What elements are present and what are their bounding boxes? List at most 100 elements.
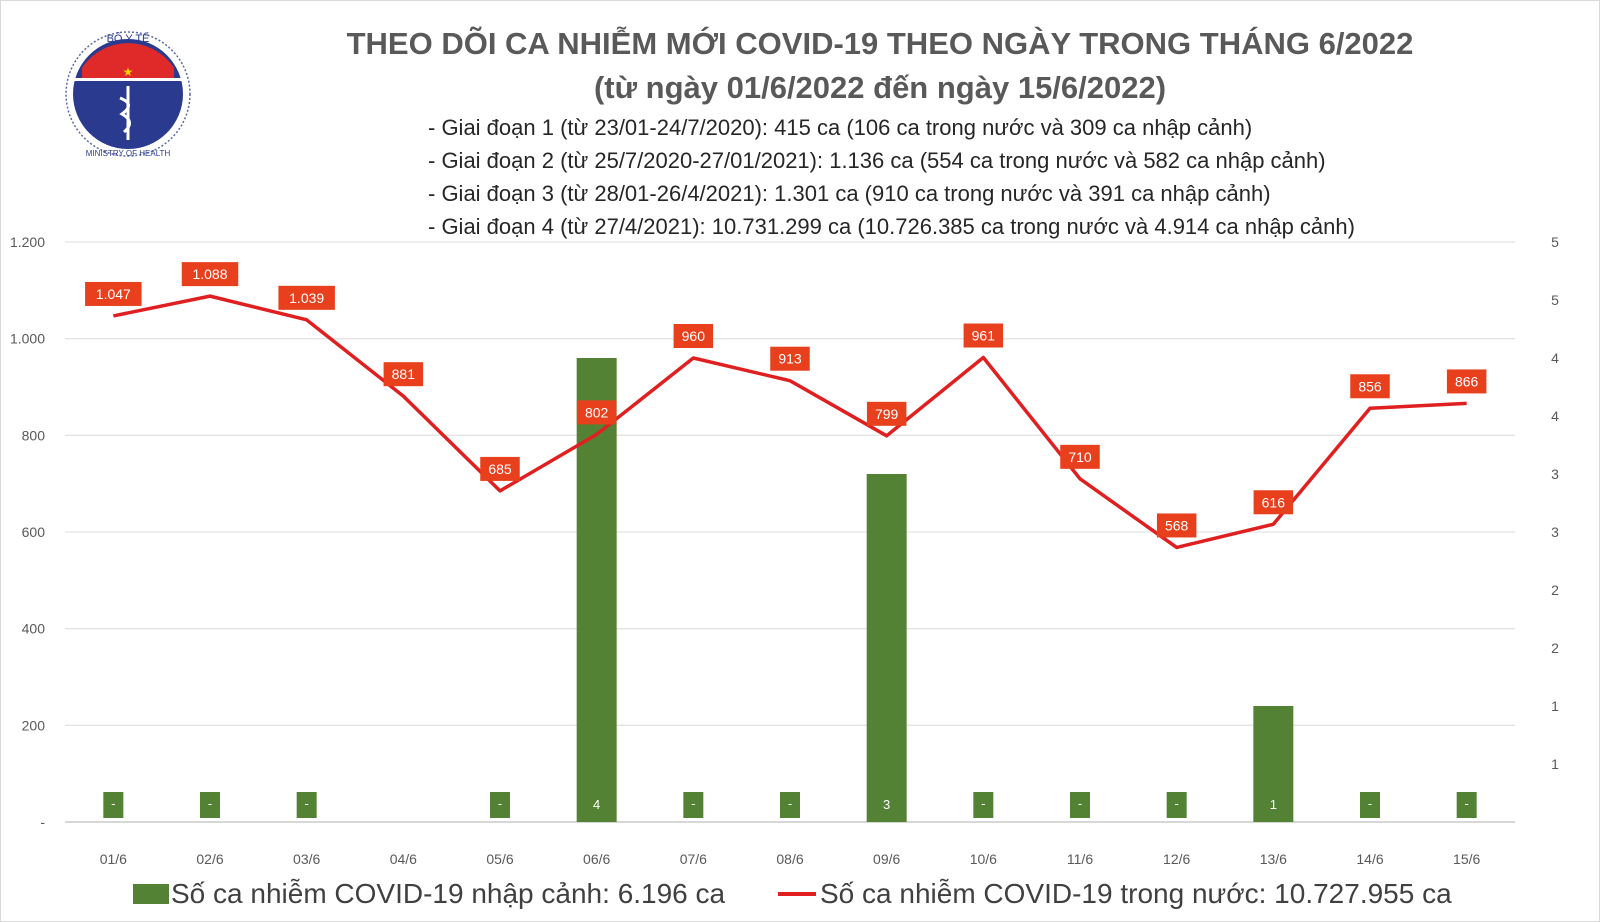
line-data-label: 1.039 — [289, 290, 324, 306]
x-tick-label: 10/6 — [970, 851, 997, 867]
legend-swatch-bar — [133, 884, 169, 904]
svg-text:BỘ Y TẾ: BỘ Y TẾ — [107, 32, 150, 45]
legend-item-imported: Số ca nhiễm COVID-19 nhập cảnh: 6.196 ca — [133, 878, 725, 910]
line-data-label: 960 — [682, 328, 706, 344]
y-left-tick-label: 600 — [22, 524, 46, 540]
bar-data-label: - — [111, 796, 115, 811]
legend-label-domestic: Số ca nhiễm COVID-19 trong nước: 10.727.… — [820, 878, 1452, 909]
bar-data-label: - — [691, 796, 695, 811]
y-right-tick-label: 4 — [1551, 350, 1559, 366]
chart-title: THEO DÕI CA NHIỄM MỚI COVID-19 THEO NGÀY… — [346, 26, 1414, 61]
line-label-box — [673, 324, 714, 348]
bar — [200, 792, 220, 818]
bar-data-label: 4 — [593, 797, 600, 812]
line-label-box — [181, 262, 239, 287]
bar-data-label: - — [208, 796, 212, 811]
x-tick-label: 15/6 — [1453, 851, 1480, 867]
y-right-tick-label: 5 — [1551, 234, 1559, 250]
line-data-label: 1.047 — [96, 286, 131, 302]
line-series — [112, 294, 1467, 550]
x-tick-label: 03/6 — [293, 851, 320, 867]
legend-label-imported: Số ca nhiễm COVID-19 nhập cảnh: 6.196 ca — [171, 878, 726, 909]
y-right-tick-label: 2 — [1551, 640, 1559, 656]
bar-data-label: - — [1368, 796, 1372, 811]
x-tick-label: 11/6 — [1067, 851, 1093, 867]
line-label-box — [1060, 444, 1100, 469]
y-left-tick-label: - — [40, 814, 45, 830]
bar — [490, 792, 510, 818]
line-label-box — [480, 456, 520, 481]
bar — [683, 792, 704, 818]
bar — [296, 792, 317, 818]
bar-data-label: - — [1078, 796, 1082, 811]
bar — [1166, 792, 1187, 818]
x-tick-label: 09/6 — [873, 851, 900, 867]
phase-2-text: - Giai đoạn 2 (từ 25/7/2020-27/01/2021):… — [428, 148, 1326, 173]
line-label-box — [1253, 490, 1294, 515]
y-right-tick-label: 3 — [1551, 466, 1559, 482]
bar-data-label: - — [1174, 796, 1178, 811]
x-tick-label: 01/6 — [100, 851, 127, 867]
y-right-tick-label: 3 — [1551, 524, 1559, 540]
line-label-box — [1350, 374, 1390, 399]
bar — [103, 792, 124, 818]
x-tick-label: 14/6 — [1356, 851, 1383, 867]
bar — [973, 792, 994, 818]
line-data-label: 856 — [1358, 378, 1382, 394]
legend-swatch-line — [778, 892, 816, 896]
phase-3-text: - Giai đoạn 3 (từ 28/01-26/4/2021): 1.30… — [428, 181, 1271, 206]
line-label-box — [383, 362, 424, 387]
line-label-box — [576, 400, 617, 425]
line-data-label: 913 — [778, 351, 802, 367]
y-left-tick-label: 800 — [22, 427, 46, 443]
y-right-tick-label: 1 — [1551, 698, 1559, 714]
bar — [576, 358, 617, 822]
line-data-label: 616 — [1262, 494, 1286, 510]
x-tick-label: 08/6 — [776, 851, 803, 867]
x-tick-label: 02/6 — [196, 851, 223, 867]
line-data-label: 802 — [585, 404, 609, 420]
line-data-label: 685 — [488, 461, 512, 477]
bar — [866, 474, 907, 822]
bar — [1360, 792, 1380, 818]
y-left-tick-label: 1.000 — [10, 331, 45, 347]
legend-item-domestic: Số ca nhiễm COVID-19 trong nước: 10.727.… — [778, 878, 1452, 910]
y-left-tick-label: 400 — [22, 621, 46, 637]
line-label-box — [278, 285, 335, 310]
phase-4-text: - Giai đoạn 4 (từ 27/4/2021): 10.731.299… — [428, 214, 1355, 239]
bar-data-label: - — [498, 796, 502, 811]
line-data-label: 866 — [1455, 373, 1479, 389]
bar-data-label: - — [1464, 796, 1468, 811]
line-data-label: 799 — [875, 406, 899, 422]
y-left-tick-label: 200 — [22, 717, 46, 733]
y-right-tick-label: 4 — [1551, 408, 1559, 424]
bar-data-label: - — [304, 796, 308, 811]
line-label-box — [963, 323, 1004, 348]
x-tick-label: 05/6 — [486, 851, 513, 867]
y-right-tick-label: 1 — [1551, 756, 1559, 772]
line-data-label: 568 — [1165, 517, 1189, 533]
line-data-label: 961 — [972, 328, 996, 344]
ministry-of-health-logo: ★ BỘ Y TẾ MINISTRY OF HEALTH — [65, 31, 191, 158]
y-left-tick-label: 1.200 — [10, 234, 45, 250]
bar-data-label: - — [981, 796, 985, 811]
bar — [780, 792, 800, 818]
y-right-tick-label: 2 — [1551, 582, 1559, 598]
chart-subtitle: (từ ngày 01/6/2022 đến ngày 15/6/2022) — [593, 70, 1167, 105]
x-tick-label: 12/6 — [1163, 851, 1190, 867]
svg-text:★: ★ — [123, 65, 134, 79]
bar — [1070, 792, 1090, 818]
phase-1-text: - Giai đoạn 1 (từ 23/01-24/7/2020): 415 … — [428, 115, 1253, 140]
line-data-label: 710 — [1068, 449, 1092, 465]
bar — [1456, 792, 1477, 818]
bar-data-label: - — [788, 796, 792, 811]
y-right-tick-label: 5 — [1551, 292, 1559, 308]
x-tick-label: 07/6 — [680, 851, 707, 867]
x-tick-label: 13/6 — [1260, 851, 1287, 867]
line-label-box — [1156, 513, 1197, 538]
line-label-box — [770, 346, 810, 371]
line-data-label: 1.088 — [192, 266, 227, 282]
line-label-box — [1446, 369, 1487, 394]
x-tick-label: 04/6 — [390, 851, 417, 867]
